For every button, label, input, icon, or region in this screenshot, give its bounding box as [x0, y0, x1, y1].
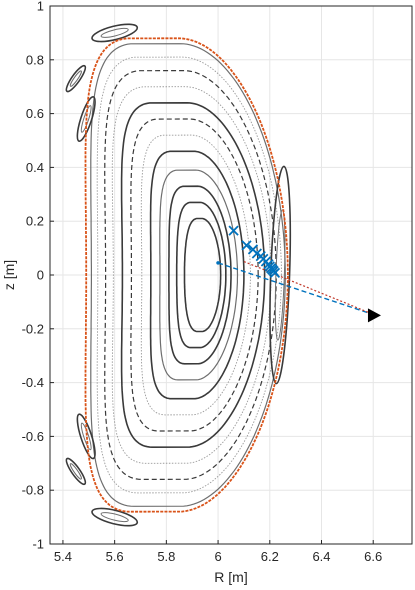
flux-surface [96, 56, 282, 494]
island-outer [76, 95, 96, 142]
last-closed-flux-surface [84, 37, 289, 513]
cross-marker [269, 267, 281, 278]
y-tick-label: 0.8 [26, 52, 44, 67]
x-tick-label: 6.6 [364, 549, 382, 564]
y-tick-label: -0.6 [22, 429, 44, 444]
island-outer [91, 507, 139, 527]
y-tick-label: 0.6 [26, 106, 44, 121]
y-tick-label: -1 [32, 537, 44, 552]
y-tick-label: -0.2 [22, 321, 44, 336]
x-axis-label: R [m] [214, 569, 247, 585]
flux-surface [168, 185, 232, 365]
flux-surface [104, 69, 277, 481]
flux-surface [175, 201, 227, 349]
island-outer [65, 64, 87, 93]
arrow-head [367, 308, 381, 323]
x-tick-label: 5.8 [157, 549, 175, 564]
island-inner [80, 422, 92, 451]
cross-marker [228, 225, 239, 236]
island-inner [69, 463, 82, 480]
flux-surface [159, 169, 239, 381]
cross-markers [228, 225, 281, 278]
island-outer [91, 23, 139, 43]
axis-ticks: 5.4 5.6 5.8 6 6.2 6.4 6.6 -1 -0.8 -0.6 -0.4 -0.2 0 0.… [22, 0, 383, 564]
flux-surface [183, 217, 222, 333]
flux-surface [111, 86, 272, 464]
island-inner [69, 70, 82, 87]
sight-lines [216, 260, 381, 323]
y-tick-label: -0.8 [22, 483, 44, 498]
sight-line-origin [216, 261, 220, 265]
lcfs-curve [84, 37, 289, 513]
island-inner [100, 27, 129, 38]
flux-surface [120, 101, 266, 449]
y-axis-label: z [m] [1, 260, 17, 290]
flux-surface [140, 134, 251, 416]
y-tick-label: -0.4 [22, 375, 44, 390]
island-inner [100, 512, 129, 523]
y-tick-label: 0.2 [26, 214, 44, 229]
x-tick-label: 6 [214, 549, 221, 564]
cross-marker [241, 240, 252, 251]
island-inner [80, 105, 92, 133]
y-tick-label: 1 [37, 0, 44, 14]
flux-surface [149, 150, 245, 400]
flux-surfaces [90, 43, 286, 507]
sight-line-blue [217, 262, 377, 317]
x-tick-label: 6.4 [312, 549, 330, 564]
y-tick-label: 0 [37, 268, 44, 283]
x-tick-label: 5.6 [106, 549, 124, 564]
x-tick-label: 6.2 [261, 549, 279, 564]
flux-surface [90, 43, 286, 507]
island-outer [65, 457, 87, 486]
y-tick-label: 0.4 [26, 160, 44, 175]
x-tick-label: 5.4 [54, 549, 72, 564]
island-outer [76, 413, 96, 460]
